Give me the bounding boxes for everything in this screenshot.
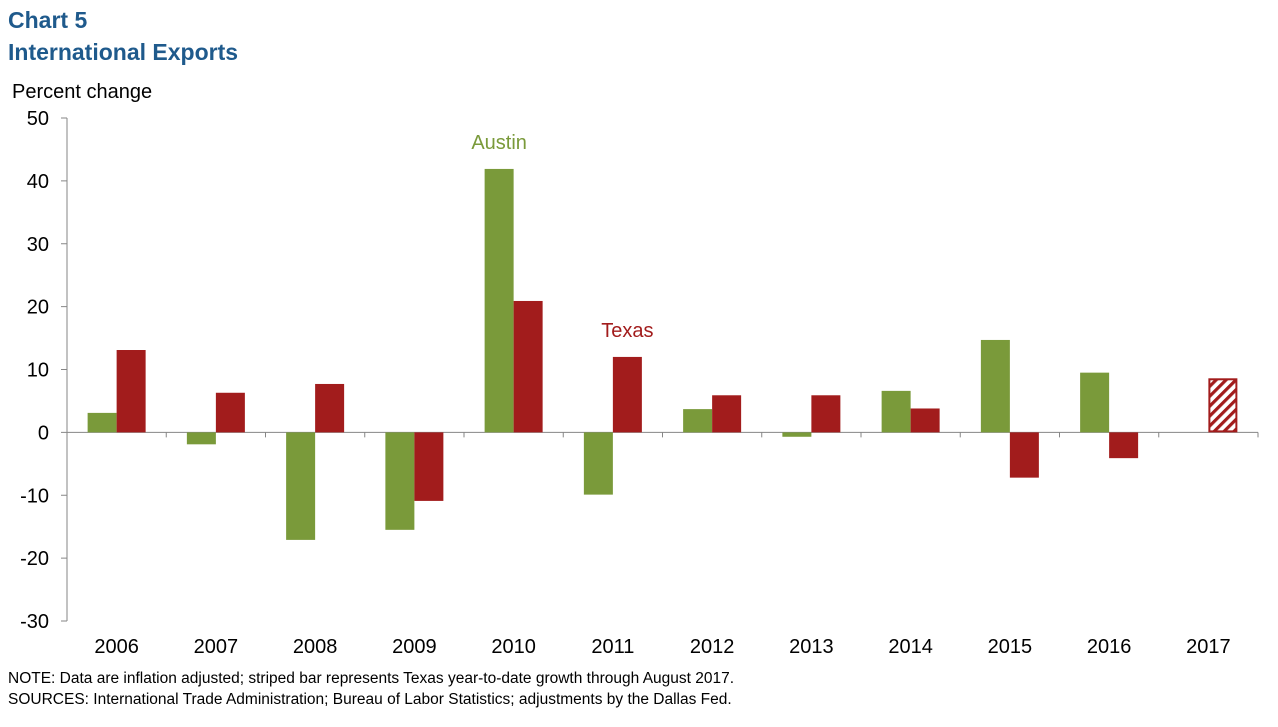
x-tick-label: 2017: [1186, 636, 1231, 658]
bar-austin-2009: [385, 432, 415, 530]
bar-texas-2007: [215, 392, 245, 433]
bar-texas-2012: [712, 395, 742, 433]
y-tick-label: 10: [27, 360, 49, 382]
bar-texas-2015: [1009, 432, 1039, 478]
x-tick-label: 2013: [789, 636, 834, 658]
x-tick-label: 2009: [392, 636, 437, 658]
bar-texas-2010: [513, 300, 543, 433]
bar-austin-2011: [583, 432, 613, 495]
annotation-austin: Austin: [471, 132, 527, 154]
bar-texas-2011: [612, 356, 642, 433]
bar-texas-2016: [1109, 432, 1139, 459]
chart-title: International Exports: [8, 39, 239, 65]
bar-austin-2016: [1080, 372, 1110, 433]
bar-chart: -30 -20 -10 0 10 20 30 40 50 2006 2007 2008 2009 201…: [20, 108, 1259, 658]
bar-austin-2014: [881, 390, 911, 433]
bar-austin-2008: [286, 432, 316, 540]
bar-texas-2009: [414, 432, 444, 501]
sources-text: SOURCES: International Trade Administrat…: [8, 691, 732, 708]
bar-austin-2012: [683, 409, 713, 433]
x-tick-label: 2012: [690, 636, 735, 658]
chart-number: Chart 5: [8, 7, 88, 33]
y-tick-label: 30: [27, 234, 49, 256]
y-tick-label: -30: [20, 611, 49, 633]
y-tick-label: 0: [38, 422, 49, 444]
x-tick-label: 2006: [94, 636, 139, 658]
annotation-texas: Texas: [601, 320, 653, 342]
x-tick-label: 2014: [888, 636, 933, 658]
bar-austin-2013: [782, 432, 812, 437]
x-tick-label: 2015: [988, 636, 1033, 658]
x-tick-label: 2011: [591, 636, 634, 658]
bar-texas-2014: [910, 408, 940, 433]
y-tick-label: -10: [20, 485, 49, 507]
note-text: NOTE: Data are inflation adjusted; strip…: [8, 670, 735, 687]
y-tick-label: -20: [20, 548, 49, 570]
bar-austin-2015: [980, 339, 1010, 433]
bar-austin-2010: [484, 168, 514, 433]
y-tick-label: 50: [27, 108, 49, 130]
bar-texas-2017: [1208, 378, 1238, 433]
bar-texas-2013: [811, 395, 841, 433]
footnotes: NOTE: Data are inflation adjusted; strip…: [8, 668, 734, 710]
x-tick-label: 2008: [293, 636, 338, 658]
x-tick-label: 2016: [1087, 636, 1132, 658]
bar-texas-2006: [116, 350, 146, 433]
bar-austin-2006: [87, 412, 117, 433]
y-tick-label: 20: [27, 297, 49, 319]
bar-texas-2008: [315, 383, 345, 433]
x-tick-label: 2010: [491, 636, 536, 658]
bar-austin-2007: [186, 432, 216, 445]
y-tick-label: 40: [27, 171, 49, 193]
x-tick-label: 2007: [194, 636, 239, 658]
y-axis-label: Percent change: [12, 81, 153, 103]
